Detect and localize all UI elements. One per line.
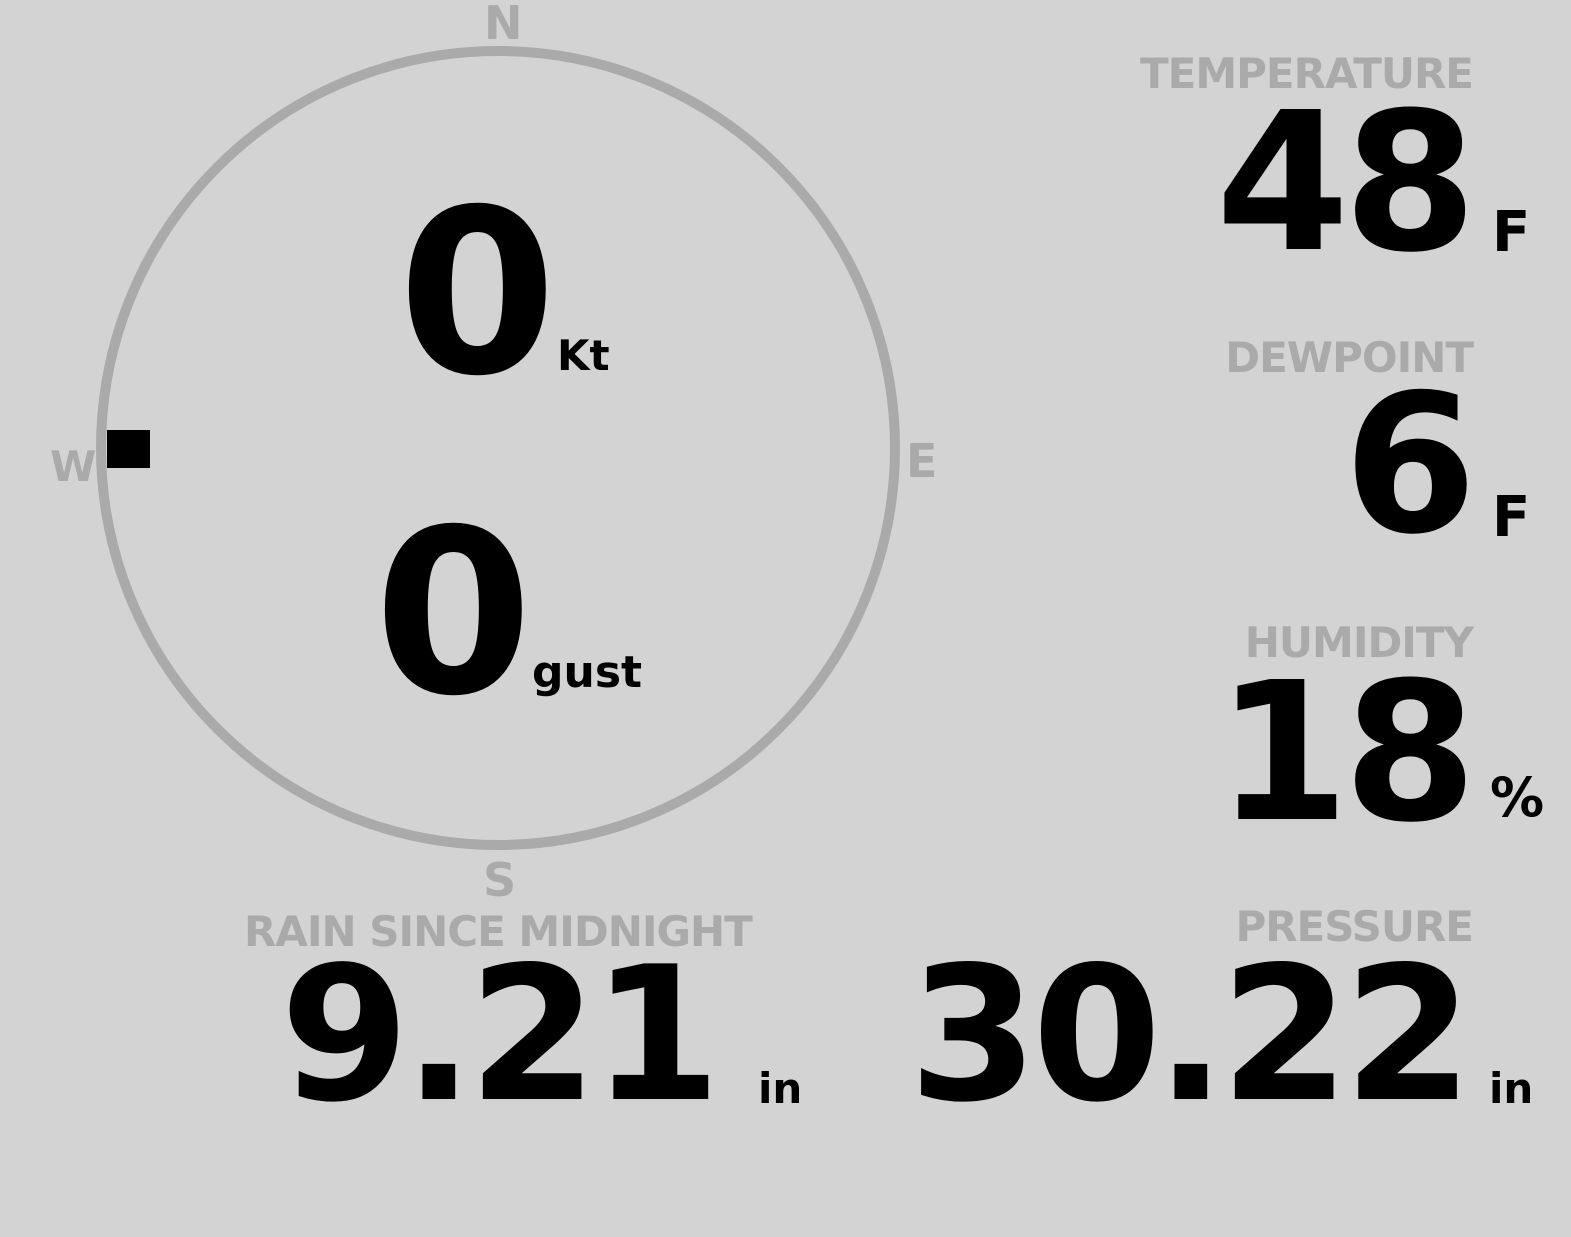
- humidity-unit: %: [1490, 766, 1545, 829]
- compass-north-label: N: [484, 0, 522, 50]
- wind-direction-marker: [107, 430, 150, 468]
- compass-west-label: W: [50, 442, 96, 491]
- temperature-card: TEMPERATURE: [1140, 49, 1474, 98]
- pressure-label: PRESSURE: [1235, 902, 1474, 951]
- dewpoint-value: 6: [1343, 354, 1477, 577]
- wind-speed-unit: Kt: [557, 331, 610, 380]
- wind-speed-value: 0: [398, 160, 557, 426]
- temperature-label: TEMPERATURE: [1140, 49, 1474, 98]
- dewpoint-label: DEWPOINT: [1225, 333, 1474, 382]
- rain-label: RAIN SINCE MIDNIGHT: [244, 907, 753, 956]
- humidity-label: HUMIDITY: [1244, 618, 1474, 667]
- dewpoint-unit: F: [1492, 485, 1531, 550]
- rain-value: 9.21: [280, 926, 721, 1143]
- pressure-card: PRESSURE: [1235, 902, 1474, 951]
- rain-unit: in: [758, 1064, 803, 1113]
- humidity-value: 18: [1215, 642, 1477, 865]
- temperature-unit: F: [1492, 200, 1531, 265]
- pressure-unit: in: [1489, 1064, 1534, 1113]
- pressure-value: 30.22: [908, 926, 1473, 1143]
- compass-ring: [96, 46, 900, 850]
- wind-gust-unit: gust: [532, 647, 643, 698]
- compass-east-label: E: [906, 434, 937, 488]
- temperature-value: 48: [1215, 72, 1477, 295]
- humidity-card: HUMIDITY: [1244, 618, 1474, 667]
- compass-south-label: S: [483, 853, 516, 907]
- wind-gust-value: 0: [374, 480, 533, 746]
- dewpoint-card: DEWPOINT: [1225, 333, 1474, 382]
